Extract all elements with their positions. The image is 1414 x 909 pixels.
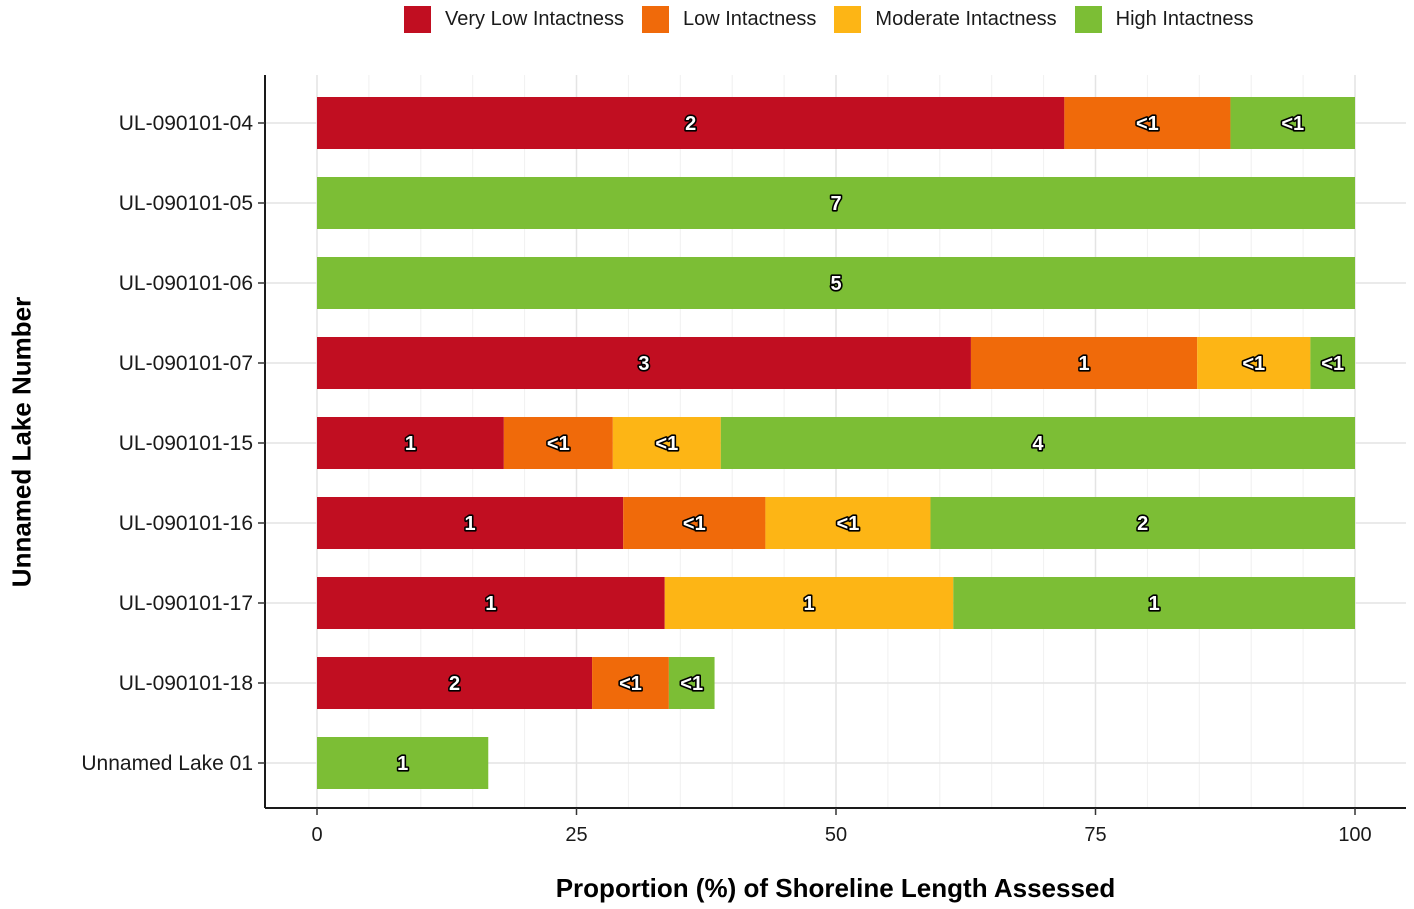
bar-data-label: 1 [1079,353,1090,375]
legend-item-moderate: Moderate Intactness [834,6,1057,33]
bar-segment [317,737,489,789]
x-tick-label: 75 [1084,824,1106,846]
bar-segment [720,417,1355,469]
y-tick-label: UL-090101-15 [119,432,253,455]
bar-data-label: <1 [1321,353,1344,375]
x-tick-label: 25 [565,824,587,846]
bar-segment [317,177,1355,229]
y-tick-label: UL-090101-16 [119,512,253,535]
x-tick-label: 0 [311,824,322,846]
bar-segment [765,497,931,549]
bar-segment [970,337,1198,389]
bar-segment [953,577,1355,629]
y-tick-label: UL-090101-07 [119,352,253,375]
bar-data-label: <1 [837,513,860,535]
legend-item-low: Low Intactness [641,6,817,33]
bar-segment [623,497,766,549]
bar-segment [317,657,593,709]
bar-segment [664,577,954,629]
bar-data-label: 1 [397,753,408,775]
legend-item-high: High Intactness [1074,6,1254,33]
bar-segment [668,657,715,709]
y-tick-label: UL-090101-05 [119,192,253,215]
bar-data-label: <1 [619,673,642,695]
bar-data-label: <1 [1242,353,1265,375]
y-axis-title: Unnamed Lake Number [6,296,37,588]
legend-label-very-low: Very Low Intactness [445,8,624,30]
bar-segment [317,497,624,549]
bar-data-label: <1 [655,433,678,455]
bar-segment [612,417,721,469]
bar-data-label: <1 [547,433,570,455]
legend-label-low: Low Intactness [682,8,817,30]
bar-data-label: 2 [449,673,460,695]
bar-data-label: <1 [1136,113,1159,135]
bar-segment [317,577,665,629]
bar-data-label: 3 [638,353,649,375]
bar-data-label: 2 [1137,513,1148,535]
bar-data-label: 1 [485,593,496,615]
bar-segment [1310,337,1355,389]
y-tick-label: UL-090101-06 [119,272,253,295]
x-axis-title: Proportion (%) of Shoreline Length Asses… [555,873,1116,903]
bar-data-label: <1 [683,513,706,535]
bar-segment [592,657,669,709]
bar-data-label: 4 [1032,433,1044,455]
legend-label-moderate: Moderate Intactness [875,8,1057,30]
bar-data-label: <1 [1281,113,1304,135]
bar-segment [1197,337,1311,389]
bar-segment [317,417,504,469]
y-tick-label: UL-090101-18 [119,672,253,695]
bar-data-label: 1 [803,593,814,615]
bar-segment [1230,97,1355,149]
bar-segment [317,257,1355,309]
bar-data-label: 5 [830,273,841,295]
legend-swatch-moderate [834,6,862,33]
legend-item-very-low: Very Low Intactness [404,6,624,33]
legend-swatch-high [1074,6,1102,33]
legend-swatch-very-low [404,6,431,33]
x-tick-label: 100 [1338,824,1371,846]
y-tick-label: UL-090101-04 [119,112,254,135]
bar-segment [1064,97,1231,149]
bar-segment [317,97,1065,149]
bar-data-label: 1 [1149,593,1160,615]
bar-segment [503,417,613,469]
legend-swatch-low [641,6,669,33]
legend-label-high: High Intactness [1115,8,1254,30]
y-tick-label: Unnamed Lake 01 [81,752,253,775]
bar-data-label: 1 [405,433,416,455]
legend: Very Low Intactness Low Intactness Moder… [404,6,1271,33]
x-tick-label: 50 [825,824,847,846]
bar-data-label: 2 [685,113,696,135]
bar-segment [930,497,1355,549]
bar-data-label: 7 [830,193,841,215]
bar-data-label: <1 [680,673,703,695]
bar-data-label: 1 [465,513,476,535]
bar-segment [317,337,971,389]
y-tick-label: UL-090101-17 [119,592,253,615]
